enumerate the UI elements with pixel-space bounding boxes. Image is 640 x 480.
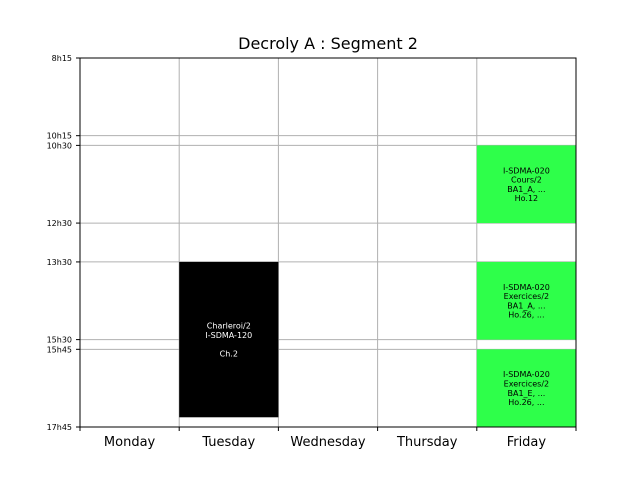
- event-text-line: BA1_A, ...: [507, 185, 545, 194]
- event-text-line: Ch.2: [220, 350, 238, 359]
- event-text-line: I-SDMA-020: [503, 370, 550, 379]
- chart-title: Decroly A : Segment 2: [238, 34, 418, 53]
- time-label: 10h15: [47, 132, 72, 141]
- day-label-tuesday: Tuesday: [201, 435, 255, 450]
- time-label: 10h30: [47, 141, 72, 150]
- event-text-line: I-SDMA-020: [503, 166, 550, 175]
- event-rect: [476, 261, 576, 340]
- event-text-line: I-SDMA-020: [503, 283, 550, 292]
- axis-ticks: [76, 57, 577, 431]
- event-text-line: Charleroi/2: [207, 322, 251, 331]
- day-label-friday: Friday: [507, 435, 547, 450]
- day-label-monday: Monday: [104, 435, 156, 450]
- event-rect: [476, 349, 576, 427]
- event-text-line: BA1_E, ...: [507, 389, 545, 398]
- event-text-line: Exercices/2: [504, 380, 549, 389]
- plot-frame: [79, 57, 577, 428]
- events-layer: Charleroi/2I-SDMA-120Ch.2I-SDMA-020Cours…: [179, 145, 576, 427]
- event-text-line: Ho.12: [515, 194, 539, 203]
- day-label-thursday: Thursday: [396, 435, 458, 450]
- time-label: 8h15: [52, 54, 72, 63]
- time-label: 15h30: [47, 336, 72, 345]
- event-text-line: Exercices/2: [504, 292, 549, 301]
- event-text-line: Ho.26, ...: [508, 398, 544, 407]
- event-rect: [179, 261, 279, 418]
- axis-labels: Monday Tuesday Wednesday Thursday Friday 8h15…: [47, 54, 547, 450]
- event-rect: [476, 145, 576, 224]
- event-text-line: BA1_A, ...: [507, 301, 545, 310]
- event-text-line: Ho.26, ...: [508, 311, 544, 320]
- day-label-wednesday: Wednesday: [290, 435, 366, 450]
- event-text-line: I-SDMA-120: [205, 331, 252, 340]
- event-block[interactable]: Charleroi/2I-SDMA-120 Ch.2: [179, 261, 279, 418]
- event-text-line: Cours/2: [511, 176, 542, 185]
- time-label: 15h45: [47, 345, 72, 354]
- time-label: 13h30: [47, 258, 72, 267]
- time-label: 17h45: [47, 423, 72, 432]
- time-label: 12h30: [47, 219, 72, 228]
